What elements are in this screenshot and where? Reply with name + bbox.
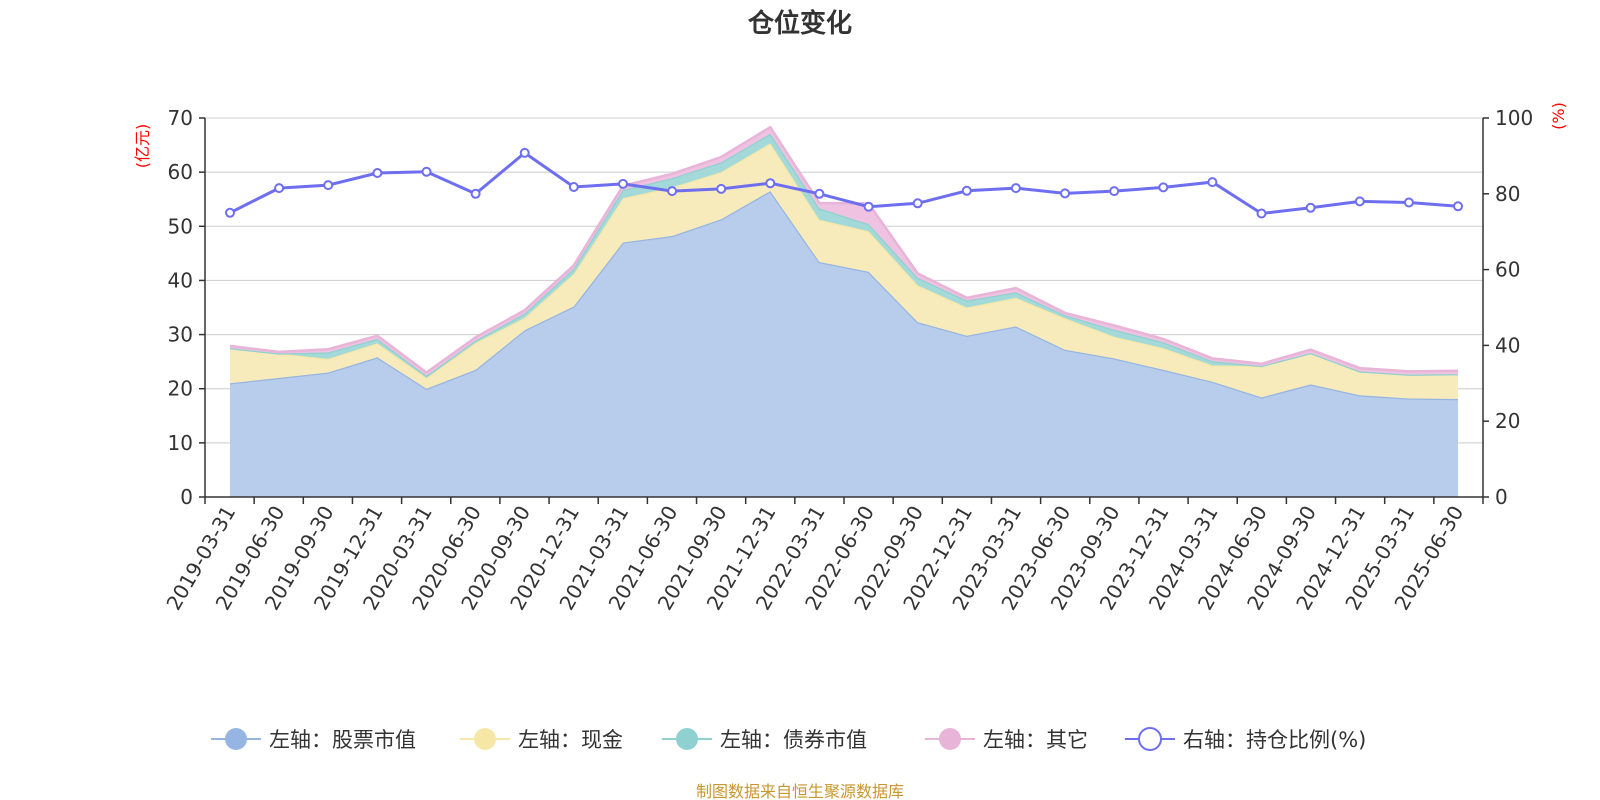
ratio-point xyxy=(1060,188,1070,199)
right-axis-tick-label: 20 xyxy=(1495,409,1520,433)
left-axis-tick-label: 0 xyxy=(180,485,193,509)
area-series-0 xyxy=(230,191,1458,497)
ratio-point xyxy=(961,185,972,196)
ratio-point xyxy=(1256,208,1267,219)
left-axis-tick-label: 10 xyxy=(168,431,193,455)
legend-item: 左轴：其它 xyxy=(925,728,1088,752)
legend-label: 左轴：股票市值 xyxy=(269,728,416,752)
legend-label: 左轴：现金 xyxy=(518,728,623,752)
ratio-point xyxy=(1158,182,1169,193)
ratio-line xyxy=(229,151,1459,216)
ratio-point xyxy=(1453,201,1463,212)
left-axis-tick-label: 50 xyxy=(168,214,193,238)
left-axis-tick-label: 40 xyxy=(168,268,193,292)
ratio-point xyxy=(274,183,285,194)
legend-item: 左轴：债券市值 xyxy=(662,728,867,752)
ratio-line-layer xyxy=(225,147,1463,219)
legend-label: 左轴：其它 xyxy=(983,728,1088,752)
ratio-point xyxy=(1403,197,1414,208)
ratio-point xyxy=(421,166,432,177)
ratio-point xyxy=(1109,186,1120,197)
ratio-point xyxy=(765,178,776,189)
ratio-point xyxy=(667,186,678,197)
ratio-point xyxy=(618,178,628,189)
legend-item: 右轴：持仓比例(%) xyxy=(1125,727,1366,752)
legend-marker-circle xyxy=(225,728,247,750)
left-axis-tick-label: 70 xyxy=(168,106,193,130)
ratio-point xyxy=(1207,177,1218,188)
legend-marker-circle xyxy=(939,728,961,750)
data-source-note: 制图数据来自恒生聚源数据库 xyxy=(696,782,904,800)
ratio-point xyxy=(323,180,334,191)
area-series-edge-3 xyxy=(229,125,1459,375)
left-axis-tick-label: 60 xyxy=(168,160,193,184)
ratio-point xyxy=(814,188,825,199)
ratio-point xyxy=(863,201,874,212)
ratio-point xyxy=(1354,196,1365,207)
legend: 左轴：股票市值 左轴：现金 左轴：债券市值 左轴：其它 右轴：持仓比例(%) xyxy=(211,727,1366,752)
ratio-point xyxy=(470,188,481,199)
ratio-point xyxy=(225,207,235,218)
legend-marker-circle xyxy=(676,728,698,750)
legend-marker-hollow-circle xyxy=(1138,727,1162,751)
right-axis-unit: (%) xyxy=(1549,102,1568,130)
right-axis-tick-label: 100 xyxy=(1495,106,1533,130)
ratio-point xyxy=(716,183,727,194)
right-axis-tick-label: 60 xyxy=(1495,258,1520,282)
left-axis-unit: (亿元) xyxy=(133,124,152,169)
right-axis-tick-label: 0 xyxy=(1495,485,1508,509)
stacked-areas xyxy=(229,125,1459,497)
legend-label: 左轴：债券市值 xyxy=(720,728,867,752)
right-axis-tick-label: 80 xyxy=(1495,182,1520,206)
ratio-point xyxy=(519,147,530,158)
left-axis-tick-label: 20 xyxy=(168,377,193,401)
ratio-point xyxy=(912,198,923,209)
legend-marker-circle xyxy=(474,728,496,750)
ratio-point xyxy=(372,168,383,178)
area-series-1 xyxy=(230,143,1458,399)
left-axis-tick-label: 30 xyxy=(168,323,193,347)
legend-item: 左轴：股票市值 xyxy=(211,728,416,752)
legend-label: 右轴：持仓比例(%) xyxy=(1183,728,1366,752)
right-axis-tick-label: 40 xyxy=(1495,333,1520,357)
ratio-point xyxy=(1305,202,1316,213)
ratio-point xyxy=(568,182,579,192)
ratio-point xyxy=(1010,183,1021,194)
legend-item: 左轴：现金 xyxy=(460,728,623,752)
chart-title: 仓位变化 xyxy=(747,8,852,39)
